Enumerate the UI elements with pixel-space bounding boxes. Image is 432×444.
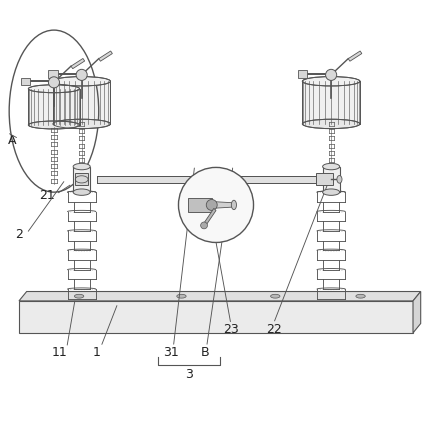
Text: 3: 3 [185, 368, 193, 381]
Bar [298, 70, 307, 78]
Ellipse shape [337, 175, 342, 183]
Bar [48, 70, 58, 78]
Text: B: B [201, 345, 210, 359]
Text: 11: 11 [51, 345, 67, 359]
Polygon shape [348, 51, 362, 61]
FancyBboxPatch shape [73, 166, 90, 192]
FancyBboxPatch shape [316, 174, 333, 185]
Ellipse shape [302, 119, 360, 129]
Ellipse shape [323, 163, 340, 170]
FancyBboxPatch shape [97, 175, 316, 183]
Polygon shape [19, 292, 421, 301]
Ellipse shape [232, 200, 236, 210]
Ellipse shape [323, 189, 340, 195]
Polygon shape [71, 59, 85, 69]
Circle shape [178, 167, 254, 242]
Ellipse shape [29, 85, 79, 93]
Ellipse shape [53, 119, 111, 129]
Polygon shape [203, 208, 216, 226]
Text: 23: 23 [223, 323, 239, 336]
Ellipse shape [206, 199, 217, 210]
Circle shape [48, 77, 60, 88]
Polygon shape [19, 301, 413, 333]
Polygon shape [99, 51, 112, 61]
Ellipse shape [53, 76, 111, 86]
FancyBboxPatch shape [29, 89, 79, 125]
Polygon shape [413, 292, 421, 333]
FancyBboxPatch shape [53, 81, 111, 124]
Text: 22: 22 [266, 323, 281, 336]
Circle shape [76, 69, 87, 80]
Bar [21, 78, 30, 85]
FancyBboxPatch shape [75, 174, 88, 185]
Text: 1: 1 [92, 345, 101, 359]
Circle shape [200, 222, 207, 229]
FancyBboxPatch shape [323, 166, 340, 192]
Text: 21: 21 [39, 189, 54, 202]
Ellipse shape [302, 76, 360, 86]
Text: 31: 31 [163, 345, 179, 359]
Ellipse shape [74, 294, 84, 298]
Circle shape [326, 69, 337, 80]
FancyBboxPatch shape [302, 81, 360, 124]
Ellipse shape [73, 189, 90, 195]
Text: A: A [8, 135, 16, 147]
Ellipse shape [177, 294, 186, 298]
Polygon shape [212, 202, 234, 208]
Text: 2: 2 [15, 228, 23, 241]
Ellipse shape [73, 163, 90, 170]
Ellipse shape [270, 294, 280, 298]
Ellipse shape [29, 121, 79, 129]
FancyBboxPatch shape [188, 198, 212, 212]
Ellipse shape [356, 294, 365, 298]
